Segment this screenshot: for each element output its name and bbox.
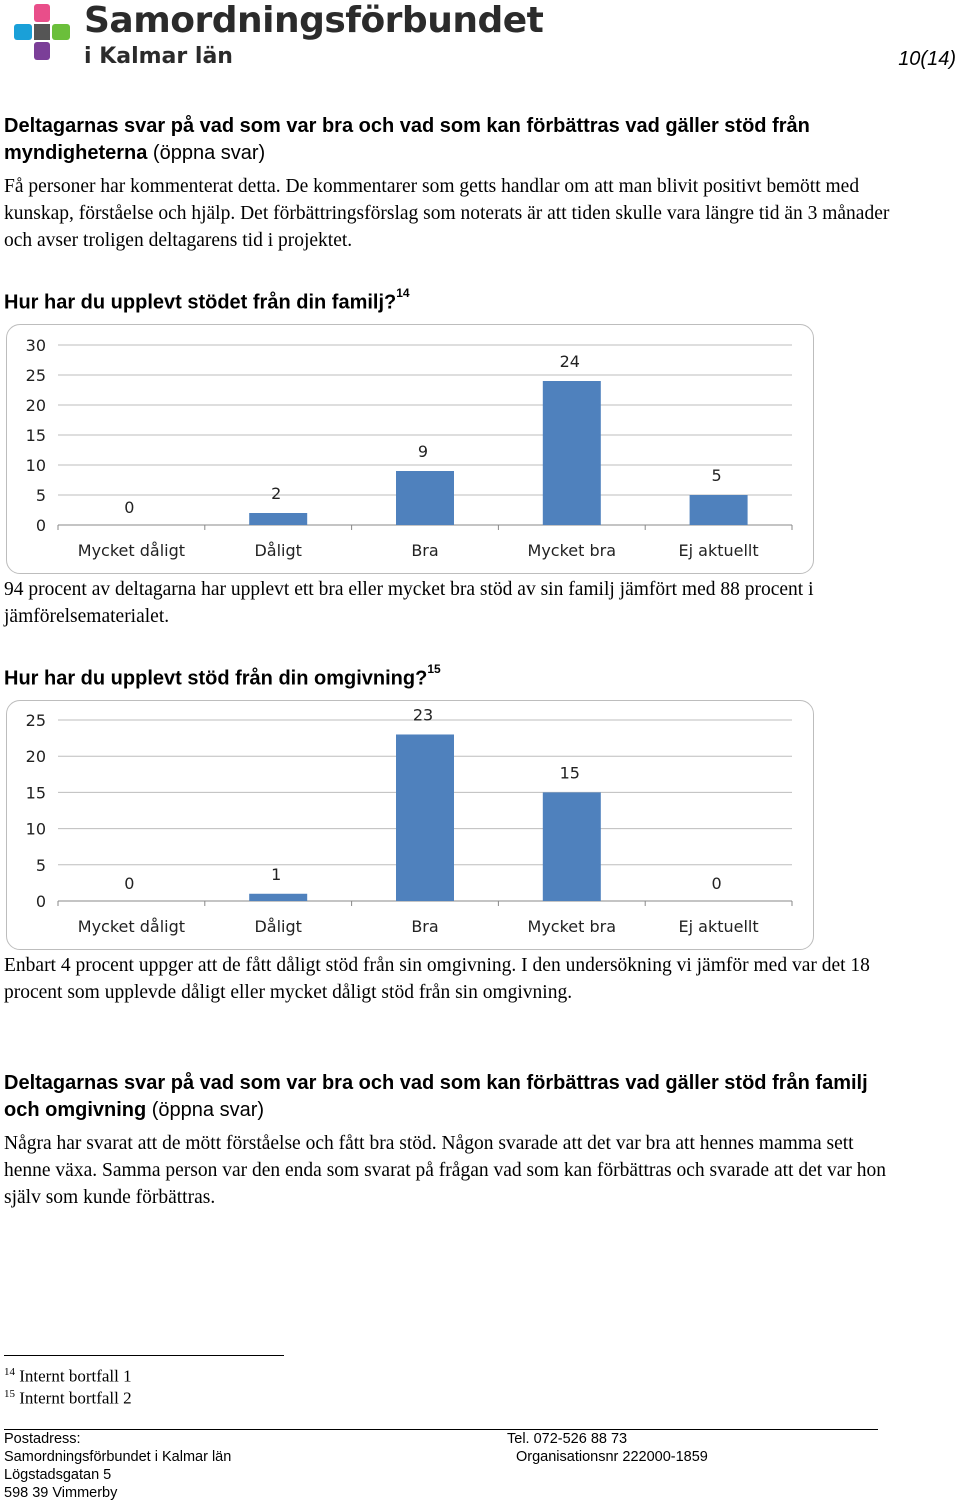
chart1-title-text: Hur har du upplevt stödet från din famil… (4, 291, 397, 314)
section1-heading-normal: (öppna svar) (147, 142, 266, 164)
y-tick-label: 20 (26, 396, 46, 415)
footnote-15-num: 15 (4, 1388, 15, 1400)
footer-city: 598 39 Vimmerby (4, 1485, 118, 1501)
logo-org-sub: i Kalmar län (84, 44, 233, 69)
section1-body: Få personer har kommenterat detta. De ko… (4, 176, 890, 251)
chart1-frame (6, 324, 814, 574)
footer-phone: Tel. 072-526 88 73 (507, 1431, 628, 1447)
footer-org-number: Organisationsnr 222000-1859 (516, 1449, 708, 1465)
data-label: 23 (413, 705, 433, 724)
bar (249, 893, 308, 901)
footnote-15-text: Internt bortfall 2 (19, 1388, 132, 1408)
footnote-14-text: Internt bortfall 1 (19, 1366, 132, 1386)
category-label: Mycket dåligt (78, 917, 185, 936)
chart1-title: Hur har du upplevt stödet från din famil… (4, 286, 410, 315)
section1-heading-bold: Deltagarnas svar på vad som var bra och … (4, 115, 810, 164)
section2-body: Några har svarat att de mött förståelse … (4, 1133, 887, 1208)
y-tick-label: 20 (26, 747, 46, 766)
bar (396, 471, 454, 525)
y-tick-label: 5 (36, 856, 46, 875)
section1-heading: Deltagarnas svar på vad som var bra och … (4, 113, 904, 167)
data-label: 5 (712, 466, 722, 485)
category-label: Mycket bra (528, 917, 617, 936)
bar (542, 381, 601, 525)
footer-separator (4, 1429, 878, 1430)
y-tick-label: 5 (36, 486, 46, 505)
y-tick-label: 0 (36, 892, 46, 911)
bar (396, 734, 454, 901)
data-label: 15 (560, 763, 580, 782)
data-label: 1 (271, 865, 281, 884)
y-tick-label: 0 (36, 516, 46, 535)
category-label: Ej aktuellt (679, 541, 759, 560)
category-label: Ej aktuellt (679, 917, 759, 936)
chart1-caption: 94 procent av deltagarna har upplevt ett… (4, 579, 814, 627)
y-tick-label: 25 (26, 711, 46, 730)
footnote-14-num: 14 (4, 1366, 15, 1378)
y-tick-label: 25 (26, 366, 46, 385)
footer-postal-label: Postadress: (4, 1431, 81, 1447)
chart2-footnote-ref: 15 (427, 662, 441, 676)
y-tick-label: 15 (26, 783, 46, 802)
category-label: Mycket dåligt (78, 541, 185, 560)
section2-heading-normal: (öppna svar) (146, 1099, 265, 1121)
y-tick-label: 10 (26, 456, 46, 475)
data-label: 0 (124, 874, 134, 893)
y-tick-label: 10 (26, 820, 46, 839)
bar (542, 792, 601, 901)
footnote-15: 15 Internt bortfall 2 (4, 1388, 132, 1409)
category-label: Bra (411, 541, 438, 560)
y-tick-label: 30 (26, 336, 46, 355)
category-label: Dåligt (254, 541, 301, 560)
footer-street: Lögstadsgatan 5 (4, 1467, 112, 1483)
footer-org: Samordningsförbundet i Kalmar län (4, 1449, 232, 1465)
bar (249, 513, 308, 525)
section2-heading: Deltagarnas svar på vad som var bra och … (4, 1070, 904, 1124)
logo-cross-icon (14, 4, 70, 60)
chart2-title-text: Hur har du upplevt stöd från din omgivni… (4, 667, 428, 690)
section2-heading-bold: Deltagarnas svar på vad som var bra och … (4, 1072, 868, 1121)
data-label: 9 (418, 442, 428, 461)
data-label: 0 (124, 498, 134, 517)
data-label: 0 (712, 874, 722, 893)
chart2-title: Hur har du upplevt stöd från din omgivni… (4, 662, 441, 691)
data-label: 2 (271, 484, 281, 503)
bar (689, 495, 748, 525)
category-label: Bra (411, 917, 438, 936)
footnote-14: 14 Internt bortfall 1 (4, 1366, 132, 1387)
category-label: Mycket bra (528, 541, 617, 560)
y-tick-label: 15 (26, 426, 46, 445)
category-label: Dåligt (254, 917, 301, 936)
logo-org-name: Samordningsförbundet (84, 0, 544, 41)
footnote-separator (4, 1355, 284, 1356)
data-label: 24 (560, 352, 580, 371)
page-number: 10(14) (898, 48, 956, 70)
chart1-footnote-ref: 14 (396, 286, 410, 300)
chart2-caption: Enbart 4 procent uppger att de fått dåli… (4, 955, 870, 1003)
